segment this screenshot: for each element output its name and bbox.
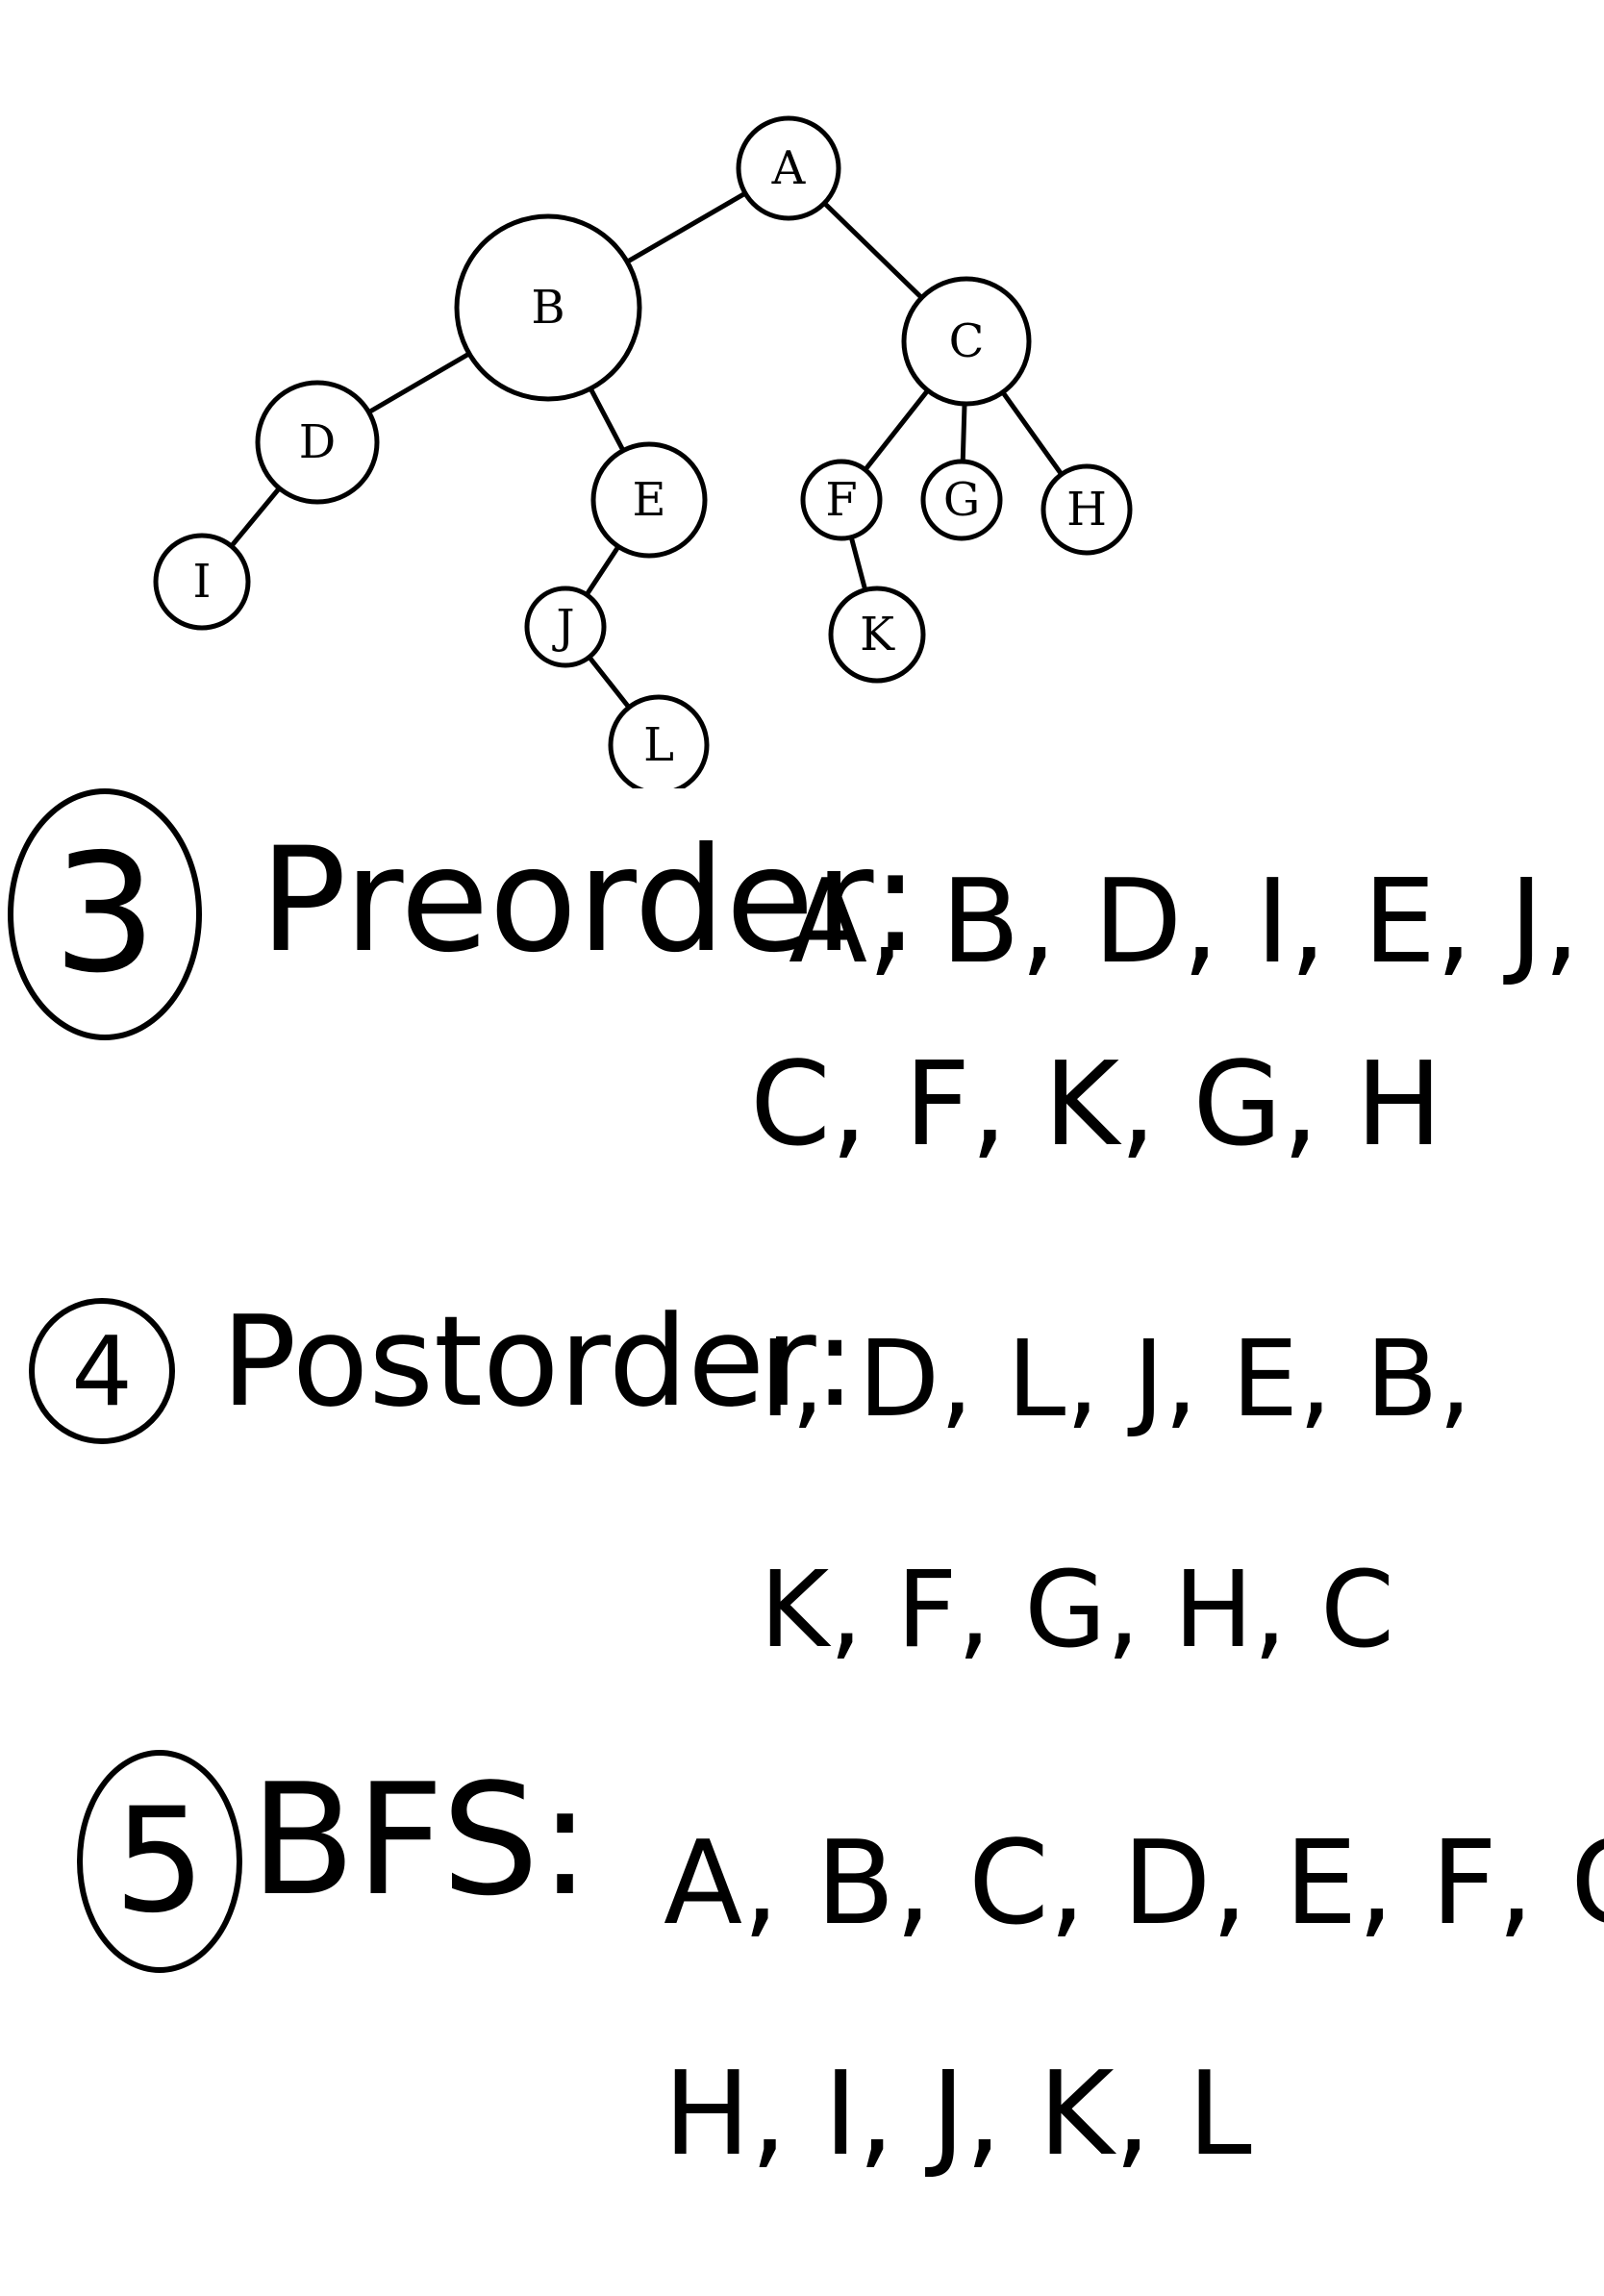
answer-number-circle: 4	[29, 1298, 175, 1444]
tree-node-label: C	[949, 314, 985, 368]
tree-node-c: C	[904, 279, 1029, 404]
tree-node-label: D	[299, 415, 336, 469]
tree-node-label: I	[193, 555, 212, 609]
tree-node-label: G	[943, 473, 980, 527]
tree-node-label: H	[1066, 483, 1107, 537]
tree-edge-e-j	[587, 546, 618, 594]
tree-node-e: E	[593, 444, 705, 556]
tree-edge-b-e	[590, 388, 623, 451]
tree-node-g: G	[923, 462, 1000, 538]
answer-sequence-line: C, F, K, G, H	[750, 1038, 1442, 1172]
tree-node-label: A	[771, 141, 807, 195]
answer-preorder: 3 Preorder: A, B, D, I, E, J, L, C, F, K…	[0, 740, 1604, 1279]
tree-edge-c-h	[1003, 392, 1062, 474]
tree-node-label: B	[531, 281, 564, 335]
answer-postorder: 4 Postorder: I, D, L, J, E, B, K, F, G, …	[0, 1269, 1604, 1731]
answer-sequence-line: A, B, C, D, E, F, G,	[664, 1817, 1604, 1951]
answer-number-circle: 5	[77, 1750, 242, 1973]
answer-number: 5	[113, 1778, 205, 1945]
tree-node-d: D	[258, 383, 377, 502]
tree-edge-d-i	[232, 488, 280, 546]
answer-sequence-line: K, F, G, H, C	[760, 1548, 1394, 1671]
tree-node-a: A	[739, 118, 839, 218]
tree-node-label: K	[860, 608, 895, 661]
tree-node-b: B	[457, 216, 639, 399]
tree-edge-c-f	[865, 390, 928, 470]
tree-edge-j-l	[589, 657, 629, 707]
tree-node-f: F	[803, 462, 880, 538]
tree-edge-c-g	[963, 404, 965, 462]
answer-bfs: 5 BFS: A, B, C, D, E, F, G, H, I, J, K, …	[0, 1731, 1604, 2288]
tree-node-h: H	[1043, 466, 1130, 553]
tree-node-k: K	[831, 588, 923, 681]
tree-edge-f-k	[851, 537, 865, 590]
tree-edge-b-d	[369, 354, 469, 412]
tree-edge-a-c	[824, 203, 921, 297]
answer-number-circle: 3	[8, 788, 202, 1040]
answer-sequence-line: A, B, D, I, E, J, L,	[789, 856, 1604, 989]
tree-node-i: I	[156, 536, 248, 628]
tree-node-label: E	[632, 473, 665, 527]
tree-node-j: J	[527, 588, 604, 665]
answer-label: BFS:	[250, 1750, 590, 1930]
tree-node-label: F	[825, 473, 857, 527]
tree-edge-a-b	[627, 193, 745, 262]
answer-sequence-line: H, I, J, K, L	[664, 2048, 1252, 2182]
answer-number: 3	[53, 819, 157, 1010]
answer-sequence-line: I, D, L, J, E, B,	[760, 1317, 1471, 1440]
answer-number: 4	[71, 1315, 133, 1428]
